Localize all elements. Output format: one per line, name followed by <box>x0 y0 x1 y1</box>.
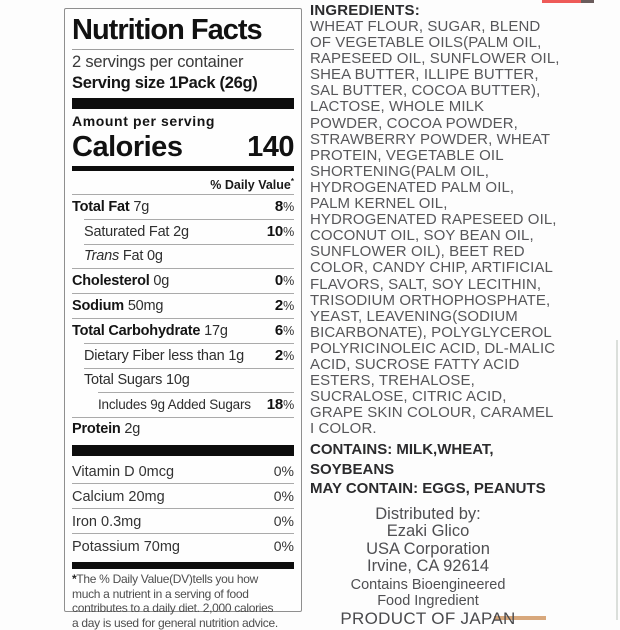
nutrient-row-dietary-fiber: Dietary Fiber less than 1g 2% <box>72 344 294 368</box>
divider <box>84 244 294 246</box>
vitamin-name: Vitamin D 0mcg <box>72 463 175 480</box>
top-package-red-decoration <box>542 0 582 3</box>
amount-per-serving-label: Amount per serving <box>72 113 216 129</box>
divider <box>72 293 294 295</box>
vitamin-row-calcium: Calcium 20mg 0% <box>72 484 294 508</box>
thick-divider-bar <box>72 445 294 457</box>
contains-statement: CONTAINS: MILK,WHEAT, SOYBEANS <box>310 441 494 478</box>
nutrient-name: Saturated Fat 2g <box>84 224 189 241</box>
daily-value: 0% <box>274 272 294 290</box>
nutrient-row-trans-fat: Trans Fat 0g <box>72 245 294 268</box>
top-package-dark-decoration <box>581 0 594 3</box>
nutrient-row-cholesterol: Cholesterol 0g 0% <box>72 269 294 293</box>
daily-value: 8% <box>274 198 294 216</box>
product-of-statement: PRODUCT OF JAPAN <box>340 608 516 628</box>
divider <box>84 343 294 345</box>
nutrient-name: Protein 2g <box>72 421 141 438</box>
nutrient-name: Dietary Fiber less than 1g <box>84 348 245 365</box>
divider <box>72 268 294 270</box>
calories-value: 140 <box>247 131 294 163</box>
nutrient-row-saturated-fat: Saturated Fat 2g 10% <box>72 220 294 244</box>
serving-size-value: 1Pack (26g) <box>169 74 258 92</box>
vitamin-daily-value: 0% <box>273 512 294 529</box>
ingredients-heading: INGREDIENTS: <box>310 2 420 19</box>
daily-value-asterisk: * <box>290 177 294 186</box>
divider <box>72 318 294 320</box>
vitamin-daily-value: 0% <box>273 462 294 479</box>
serving-size-label: Serving size <box>72 74 165 92</box>
daily-value: 10% <box>266 223 294 241</box>
nutrient-row-added-sugars: Includes 9g Added Sugars 18% <box>72 393 294 417</box>
nutrient-name: Total Fat 7g <box>72 199 150 216</box>
vitamin-name: Iron 0.3mg <box>72 513 142 530</box>
daily-value-footnote: *The % Daily Value(DV)tells you how much… <box>72 572 278 630</box>
nutrient-name: Trans Fat 0g <box>84 248 163 265</box>
daily-value-header: % Daily Value* <box>210 177 294 193</box>
servings-per-container: 2 servings per container <box>72 53 244 71</box>
divider <box>72 49 294 50</box>
vitamin-name: Calcium 20mg <box>72 488 165 505</box>
divider <box>72 194 294 196</box>
nutrient-name: Sodium 50mg <box>72 298 164 315</box>
nutrient-row-total-carbohydrate: Total Carbohydrate 17g 6% <box>72 319 294 343</box>
nutrient-name: Total Sugars 10g <box>84 372 190 389</box>
daily-value: 18% <box>266 396 294 414</box>
divider <box>98 392 294 394</box>
divider <box>72 483 294 485</box>
daily-value: 2% <box>274 347 294 365</box>
bottom-package-tan-decoration <box>494 616 546 620</box>
divider <box>84 368 294 370</box>
thick-divider-bar <box>72 98 294 109</box>
medium-divider-bar <box>72 562 294 570</box>
package-edge-line <box>616 340 618 620</box>
bioengineered-statement: Contains Bioengineered Food Ingredient <box>350 576 506 609</box>
divider <box>72 508 294 510</box>
vitamin-row-vitamin-d: Vitamin D 0mcg 0% <box>72 459 294 483</box>
distribution-block: Distributed by: Ezaki Glico USA Corporat… <box>310 504 546 628</box>
distributor-address: Distributed by: Ezaki Glico USA Corporat… <box>366 504 490 576</box>
nutrient-row-total-sugars: Total Sugars 10g <box>72 369 294 392</box>
nutrient-row-protein: Protein 2g <box>72 418 294 441</box>
calories-label: Calories <box>72 131 183 163</box>
divider <box>72 417 294 419</box>
footnote-asterisk: * <box>72 572 77 587</box>
nutrition-facts-title: Nutrition Facts <box>72 14 263 46</box>
serving-size-line: Serving size 1Pack (26g) <box>72 73 294 94</box>
ingredients-list: WHEAT FLOUR, SUGAR, BLEND OF VEGETABLE O… <box>310 18 560 438</box>
vitamin-row-potassium: Potassium 70mg 0% <box>72 534 294 558</box>
may-contain-statement: MAY CONTAIN: EGGS, PEANUTS <box>310 480 546 498</box>
medium-divider-bar <box>72 166 294 171</box>
divider <box>84 219 294 221</box>
nutrient-row-sodium: Sodium 50mg 2% <box>72 294 294 318</box>
daily-value: 6% <box>274 322 294 340</box>
ingredients-column: INGREDIENTS: WHEAT FLOUR, SUGAR, BLEND O… <box>310 2 612 628</box>
nutrient-name: Cholesterol 0g <box>72 273 170 290</box>
vitamin-daily-value: 0% <box>273 537 294 554</box>
nutrient-row-total-fat: Total Fat 7g 8% <box>72 195 294 219</box>
calories-row: Calories 140 <box>72 131 294 163</box>
vitamin-name: Potassium 70mg <box>72 538 180 555</box>
nutrient-name: Total Carbohydrate 17g <box>72 323 228 340</box>
nutrient-name: Includes 9g Added Sugars <box>98 397 251 413</box>
nutrition-facts-panel: Nutrition Facts 2 servings per container… <box>64 8 302 630</box>
daily-value: 2% <box>274 297 294 315</box>
divider <box>72 533 294 535</box>
vitamin-row-iron: Iron 0.3mg 0% <box>72 509 294 533</box>
vitamin-daily-value: 0% <box>273 487 294 504</box>
